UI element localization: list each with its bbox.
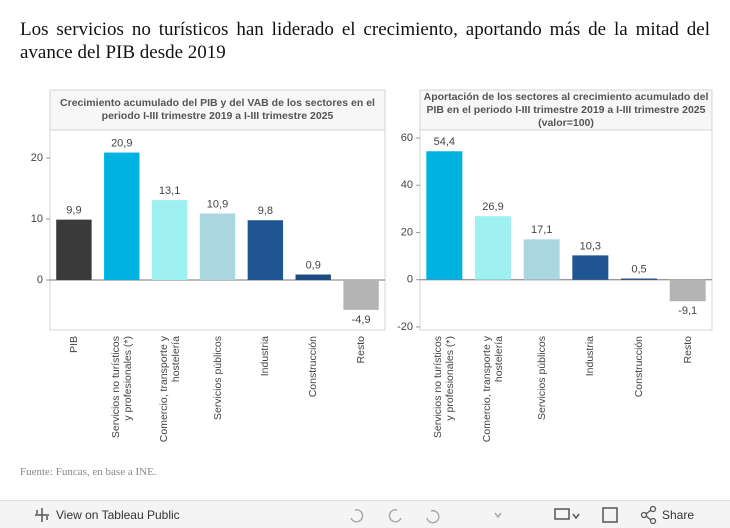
redo-icon[interactable] [388, 509, 402, 523]
bar [572, 255, 609, 280]
undo-icon[interactable] [350, 509, 364, 523]
bar [151, 200, 188, 280]
value-label: 9,8 [258, 205, 273, 217]
source: Fuente: Funcas, en base a INE. [20, 466, 157, 478]
x-tick-label: Servicios públicos [535, 336, 548, 421]
toolbar-icons [350, 507, 618, 524]
share-button[interactable]: Share [662, 508, 695, 522]
value-label: 0,5 [631, 263, 646, 275]
x-tick-label: Servicios no turísticos y profesionales … [109, 336, 134, 439]
headline: Los servicios no turísticos han liderado… [20, 19, 710, 63]
value-label: 26,9 [482, 201, 503, 213]
x-tick-label: Resto [681, 336, 694, 364]
x-tick-label: Servicios no turísticos y profesionales … [432, 336, 457, 439]
value-label: 0,9 [306, 259, 321, 271]
value-label: 10,9 [207, 198, 228, 210]
y-tick-label: 10 [31, 213, 43, 225]
title-band [419, 89, 713, 131]
x-tick-label: Servicios públicos [211, 336, 224, 421]
x-tick-label: Comercio, transporte y hostelería [157, 336, 182, 443]
y-tick-label: -20 [397, 321, 413, 333]
value-label: 54,4 [434, 136, 455, 148]
fullscreen-icon[interactable] [602, 507, 618, 523]
download-icon[interactable] [554, 508, 570, 520]
chart-title: Crecimiento acumulado del PIB y del VAB … [60, 97, 375, 122]
x-tick-label: Industria [259, 336, 272, 377]
value-label: -4,9 [352, 314, 371, 326]
value-label: 13,1 [159, 185, 180, 197]
bar [247, 220, 284, 280]
title-band [49, 89, 386, 131]
value-label: 9,9 [66, 205, 81, 217]
bar [295, 274, 331, 280]
value-label: -9,1 [678, 305, 697, 317]
y-tick-label: 60 [401, 132, 413, 144]
view-link[interactable]: View on Tableau Public [56, 508, 180, 522]
bar [343, 280, 379, 310]
y-tick-label: 0 [407, 274, 413, 286]
bar [56, 219, 92, 280]
y-tick-label: 0 [37, 274, 43, 286]
chart-title: Aportación de los sectores al crecimient… [423, 90, 709, 129]
x-tick-label: Industria [584, 336, 597, 377]
x-tick-label: Construcción [633, 336, 645, 398]
bar [523, 239, 560, 280]
y-tick-label: 40 [401, 179, 413, 191]
charts: 0 10 20 9,9 20,9 13,1 10,9 9,8 0,9 -4,9 -20 0 20 40 60… [31, 89, 713, 333]
bar [104, 152, 140, 280]
x-tick-label: Construcción [307, 336, 320, 398]
value-label: 10,3 [580, 240, 601, 252]
revert-icon[interactable] [426, 509, 440, 524]
bar [474, 216, 512, 280]
share-icon[interactable] [640, 505, 658, 525]
y-tick-label: 20 [31, 152, 43, 164]
tableau-icon [35, 508, 49, 522]
bar [199, 213, 236, 280]
toolbar: View on Tableau Public Share [0, 500, 730, 528]
bar [426, 151, 463, 280]
bar [620, 278, 658, 280]
dropdown-icon[interactable] [494, 512, 502, 519]
x-tick-label: PIB [67, 336, 80, 353]
value-label: 17,1 [531, 224, 552, 236]
y-tick-label: 20 [401, 226, 413, 238]
x-tick-label: Resto [355, 336, 368, 364]
x-tick-label: Comercio, transporte y hostelería [481, 336, 505, 443]
bar [669, 279, 706, 302]
value-label: 20,9 [111, 137, 132, 149]
